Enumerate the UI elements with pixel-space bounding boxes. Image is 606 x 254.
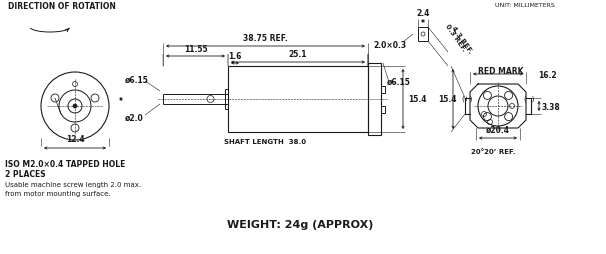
Text: DIRECTION OF ROTATION: DIRECTION OF ROTATION	[8, 2, 116, 11]
Bar	[381, 106, 385, 113]
Text: 12.4: 12.4	[65, 134, 84, 144]
Bar	[368, 64, 381, 135]
Text: Usable machine screw length 2.0 max.: Usable machine screw length 2.0 max.	[5, 181, 141, 187]
Text: UNIT: MILLIMETERS: UNIT: MILLIMETERS	[495, 3, 554, 8]
Text: RED MARK: RED MARK	[478, 66, 524, 75]
Text: 25.1: 25.1	[288, 50, 307, 59]
Text: WEIGHT: 24g (APPROX): WEIGHT: 24g (APPROX)	[227, 219, 373, 229]
Text: (+): (+)	[461, 95, 473, 102]
Text: (−): (−)	[524, 95, 534, 102]
Bar	[228, 67, 368, 133]
Text: 20°20’ REF.: 20°20’ REF.	[471, 148, 515, 154]
Text: 11.55: 11.55	[184, 45, 207, 54]
Text: ISO M2.0×0.4 TAPPED HOLE: ISO M2.0×0.4 TAPPED HOLE	[5, 159, 125, 168]
Text: ø20.4: ø20.4	[486, 125, 510, 134]
Text: 15.4: 15.4	[439, 95, 457, 104]
Text: 4.3 REF.: 4.3 REF.	[450, 25, 473, 55]
Text: from motor mounting surface.: from motor mounting surface.	[5, 190, 111, 196]
Text: 2.0×0.3: 2.0×0.3	[373, 40, 406, 49]
Text: 38.75 REF.: 38.75 REF.	[243, 34, 288, 43]
Circle shape	[73, 105, 77, 108]
Text: 3.38: 3.38	[542, 102, 561, 111]
Circle shape	[207, 96, 214, 103]
Text: 2.4: 2.4	[416, 9, 430, 18]
Text: 1.6: 1.6	[228, 52, 242, 61]
Text: ø6.15: ø6.15	[387, 77, 411, 86]
Text: 15.4: 15.4	[408, 95, 427, 104]
Text: ø6.15: ø6.15	[125, 75, 149, 84]
Text: ø2.0: ø2.0	[125, 113, 144, 122]
Text: 16.2: 16.2	[538, 70, 557, 79]
Bar	[381, 86, 385, 93]
Text: 0.3 REF.: 0.3 REF.	[444, 23, 467, 53]
Text: SHAFT LENGTH  38.0: SHAFT LENGTH 38.0	[224, 138, 307, 145]
Text: 2 PLACES: 2 PLACES	[5, 169, 45, 178]
